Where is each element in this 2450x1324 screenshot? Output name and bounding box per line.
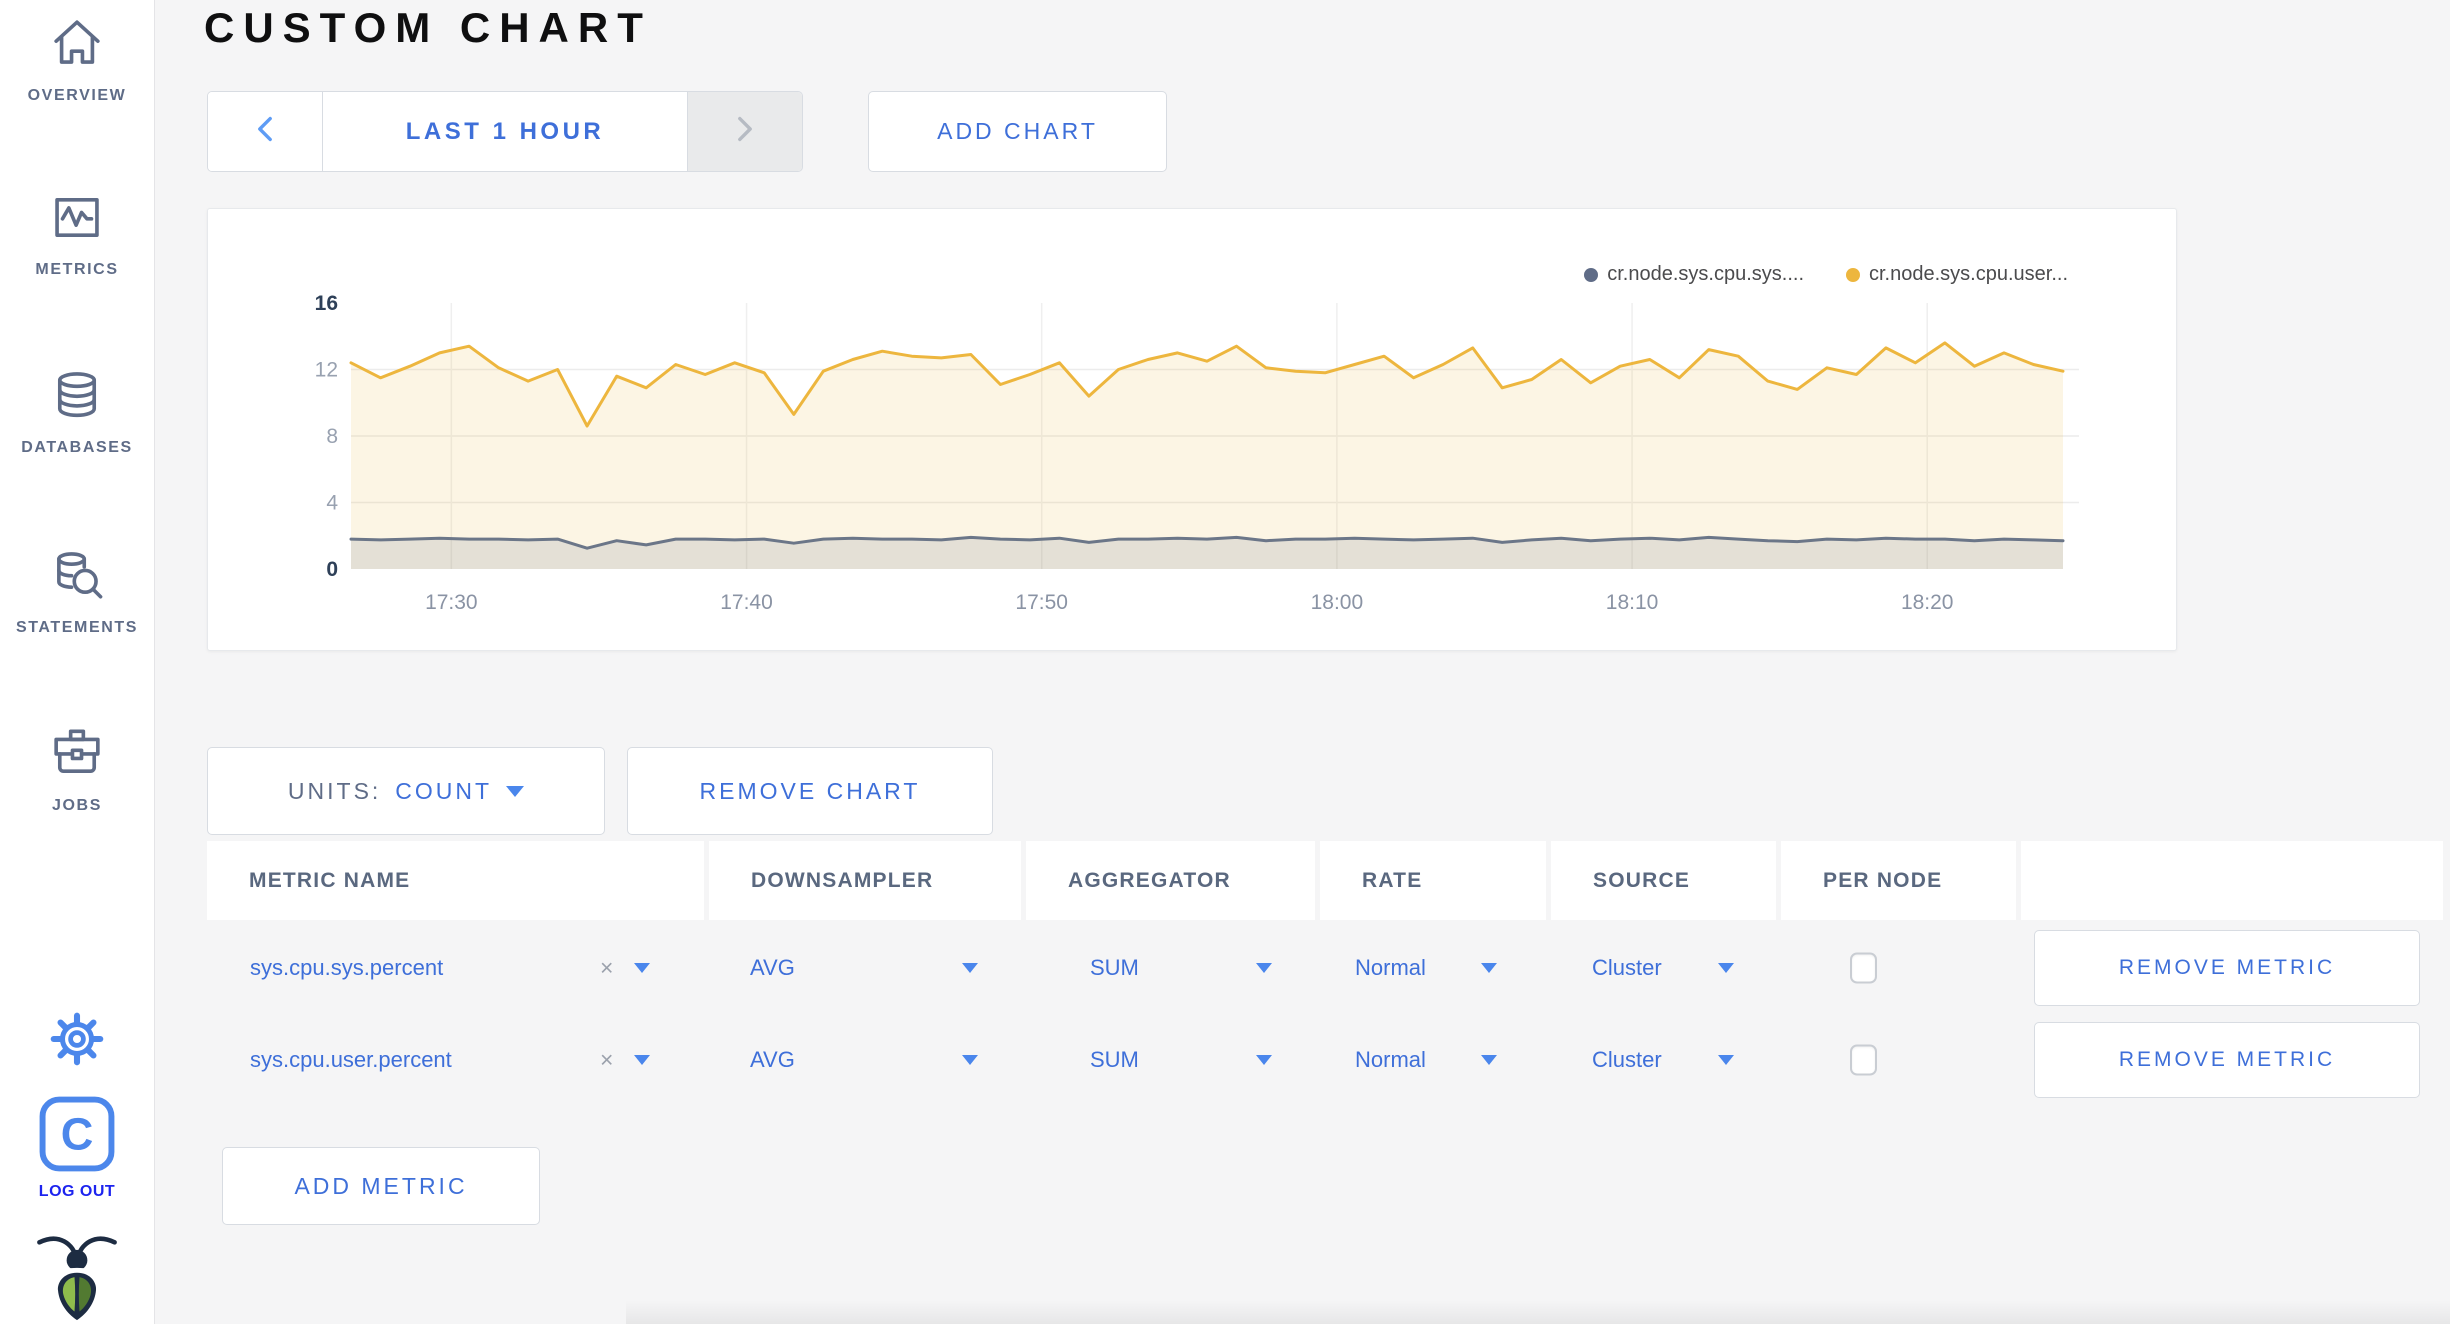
- units-dropdown[interactable]: UNITS: COUNT: [207, 747, 605, 835]
- rate-caret-icon[interactable]: [1481, 1055, 1497, 1065]
- clear-metric-icon[interactable]: ×: [600, 954, 614, 981]
- time-range-prev-button[interactable]: [208, 92, 323, 171]
- gear-icon: [50, 1012, 104, 1070]
- time-range-dropdown[interactable]: LAST 1 HOUR: [405, 117, 605, 145]
- sidebar-item-overview[interactable]: OVERVIEW: [0, 14, 154, 105]
- rate-select[interactable]: Normal: [1355, 955, 1426, 980]
- col-header-rate: RATE: [1320, 841, 1546, 920]
- time-range-selector: LAST 1 HOUR: [207, 91, 803, 172]
- sidebar-item-label: METRICS: [35, 261, 119, 278]
- sidebar-brand: [0, 1228, 154, 1324]
- sidebar-item-metrics[interactable]: METRICS: [0, 188, 154, 279]
- source-select[interactable]: Cluster: [1592, 955, 1662, 980]
- svg-text:18:20: 18:20: [1901, 591, 1954, 614]
- col-header-aggregator: AGGREGATOR: [1026, 841, 1315, 920]
- col-header-per-node: PER NODE: [1781, 841, 2016, 920]
- chart-legend: cr.node.sys.cpu.sys.... cr.node.sys.cpu.…: [1584, 263, 2068, 286]
- svg-text:16: 16: [315, 292, 338, 315]
- clear-metric-icon[interactable]: ×: [600, 1046, 614, 1073]
- metric-name-value: sys.cpu.sys.percent: [250, 955, 444, 980]
- metric-dropdown-caret-icon[interactable]: [634, 963, 650, 973]
- sidebar-logout[interactable]: C LOG OUT: [0, 1096, 154, 1201]
- col-header-actions: [2021, 841, 2443, 920]
- metric-row-1: sys.cpu.sys.percent × AVG SUM Normal Clu…: [156, 925, 2450, 1011]
- sidebar-item-label: OVERVIEW: [27, 87, 127, 104]
- downsampler-caret-icon[interactable]: [962, 963, 978, 973]
- col-header-metric-name: METRIC NAME: [207, 841, 704, 920]
- cockroach-c-logo-icon: C: [39, 1096, 115, 1176]
- svg-text:4: 4: [326, 492, 338, 515]
- rate-select[interactable]: Normal: [1355, 1047, 1426, 1072]
- chart-card: 16 12 8 4 0 17:30 17:40 17:50 18:00 18:10 18:20 cr…: [207, 208, 2177, 651]
- add-chart-button[interactable]: ADD CHART: [868, 91, 1167, 172]
- per-node-checkbox[interactable]: [1850, 1044, 1877, 1076]
- remove-chart-button[interactable]: REMOVE CHART: [627, 747, 993, 835]
- chevron-right-icon: [737, 116, 753, 147]
- scroll-shadow: [626, 1300, 2450, 1324]
- downsampler-caret-icon[interactable]: [962, 1055, 978, 1065]
- svg-text:18:10: 18:10: [1606, 591, 1659, 614]
- units-value: COUNT: [395, 777, 493, 804]
- rate-caret-icon[interactable]: [1481, 963, 1497, 973]
- home-icon: [48, 20, 106, 76]
- database-search-icon: [48, 552, 106, 608]
- cpu-line-chart[interactable]: 16 12 8 4 0 17:30 17:40 17:50 18:00 18:10 18:20: [208, 209, 2178, 652]
- database-icon: [48, 372, 106, 428]
- remove-metric-button[interactable]: REMOVE METRIC: [2034, 930, 2420, 1006]
- units-label: UNITS:: [287, 777, 382, 804]
- downsampler-select[interactable]: AVG: [750, 955, 795, 980]
- sidebar-item-databases[interactable]: DATABASES: [0, 366, 154, 457]
- sidebar-item-jobs[interactable]: JOBS: [0, 724, 154, 815]
- col-header-source: SOURCE: [1551, 841, 1776, 920]
- remove-metric-button[interactable]: REMOVE METRIC: [2034, 1022, 2420, 1098]
- svg-text:8: 8: [326, 425, 338, 448]
- svg-text:12: 12: [315, 359, 338, 382]
- chevron-down-icon: [506, 785, 525, 797]
- svg-text:0: 0: [326, 558, 338, 581]
- aggregator-select[interactable]: SUM: [1090, 955, 1139, 980]
- metric-dropdown-caret-icon[interactable]: [634, 1055, 650, 1065]
- svg-text:18:00: 18:00: [1311, 591, 1364, 614]
- sidebar: OVERVIEW METRICS DATABASES: [0, 0, 155, 1324]
- main-content: CUSTOM CHART LAST 1 HOUR ADD CHART 16 12 8…: [156, 0, 2450, 1324]
- sidebar-item-label: STATEMENTS: [15, 619, 139, 636]
- sidebar-item-label: JOBS: [52, 797, 102, 814]
- logout-label: LOG OUT: [38, 1183, 116, 1200]
- chevron-left-icon: [257, 116, 273, 147]
- svg-text:17:30: 17:30: [425, 591, 478, 614]
- time-range-next-button[interactable]: [687, 92, 802, 171]
- metric-name-value: sys.cpu.user.percent: [250, 1047, 452, 1072]
- svg-text:C: C: [61, 1108, 94, 1159]
- col-header-downsampler: DOWNSAMPLER: [709, 841, 1021, 920]
- aggregator-select[interactable]: SUM: [1090, 1047, 1139, 1072]
- per-node-checkbox[interactable]: [1850, 952, 1877, 984]
- aggregator-caret-icon[interactable]: [1256, 963, 1272, 973]
- metric-row-2: sys.cpu.user.percent × AVG SUM Normal Cl…: [156, 1017, 2450, 1103]
- sidebar-settings[interactable]: [0, 1012, 154, 1071]
- svg-text:17:40: 17:40: [720, 591, 773, 614]
- sidebar-item-statements[interactable]: STATEMENTS: [0, 546, 154, 637]
- aggregator-caret-icon[interactable]: [1256, 1055, 1272, 1065]
- legend-dot-sys: [1584, 267, 1599, 282]
- source-select[interactable]: Cluster: [1592, 1047, 1662, 1072]
- add-metric-button[interactable]: ADD METRIC: [222, 1147, 540, 1225]
- cockroach-bug-logo-icon: [34, 1236, 120, 1324]
- source-caret-icon[interactable]: [1718, 1055, 1734, 1065]
- legend-item-sys[interactable]: cr.node.sys.cpu.sys....: [1584, 263, 1804, 286]
- briefcase-icon: [48, 729, 106, 786]
- metrics-graph-icon: [48, 197, 106, 250]
- sidebar-item-label: DATABASES: [21, 439, 133, 456]
- svg-text:17:50: 17:50: [1015, 591, 1068, 614]
- downsampler-select[interactable]: AVG: [750, 1047, 795, 1072]
- source-caret-icon[interactable]: [1718, 963, 1734, 973]
- legend-dot-user: [1846, 267, 1860, 282]
- page-title: CUSTOM CHART: [204, 4, 652, 51]
- legend-item-user[interactable]: cr.node.sys.cpu.user...: [1846, 263, 2068, 286]
